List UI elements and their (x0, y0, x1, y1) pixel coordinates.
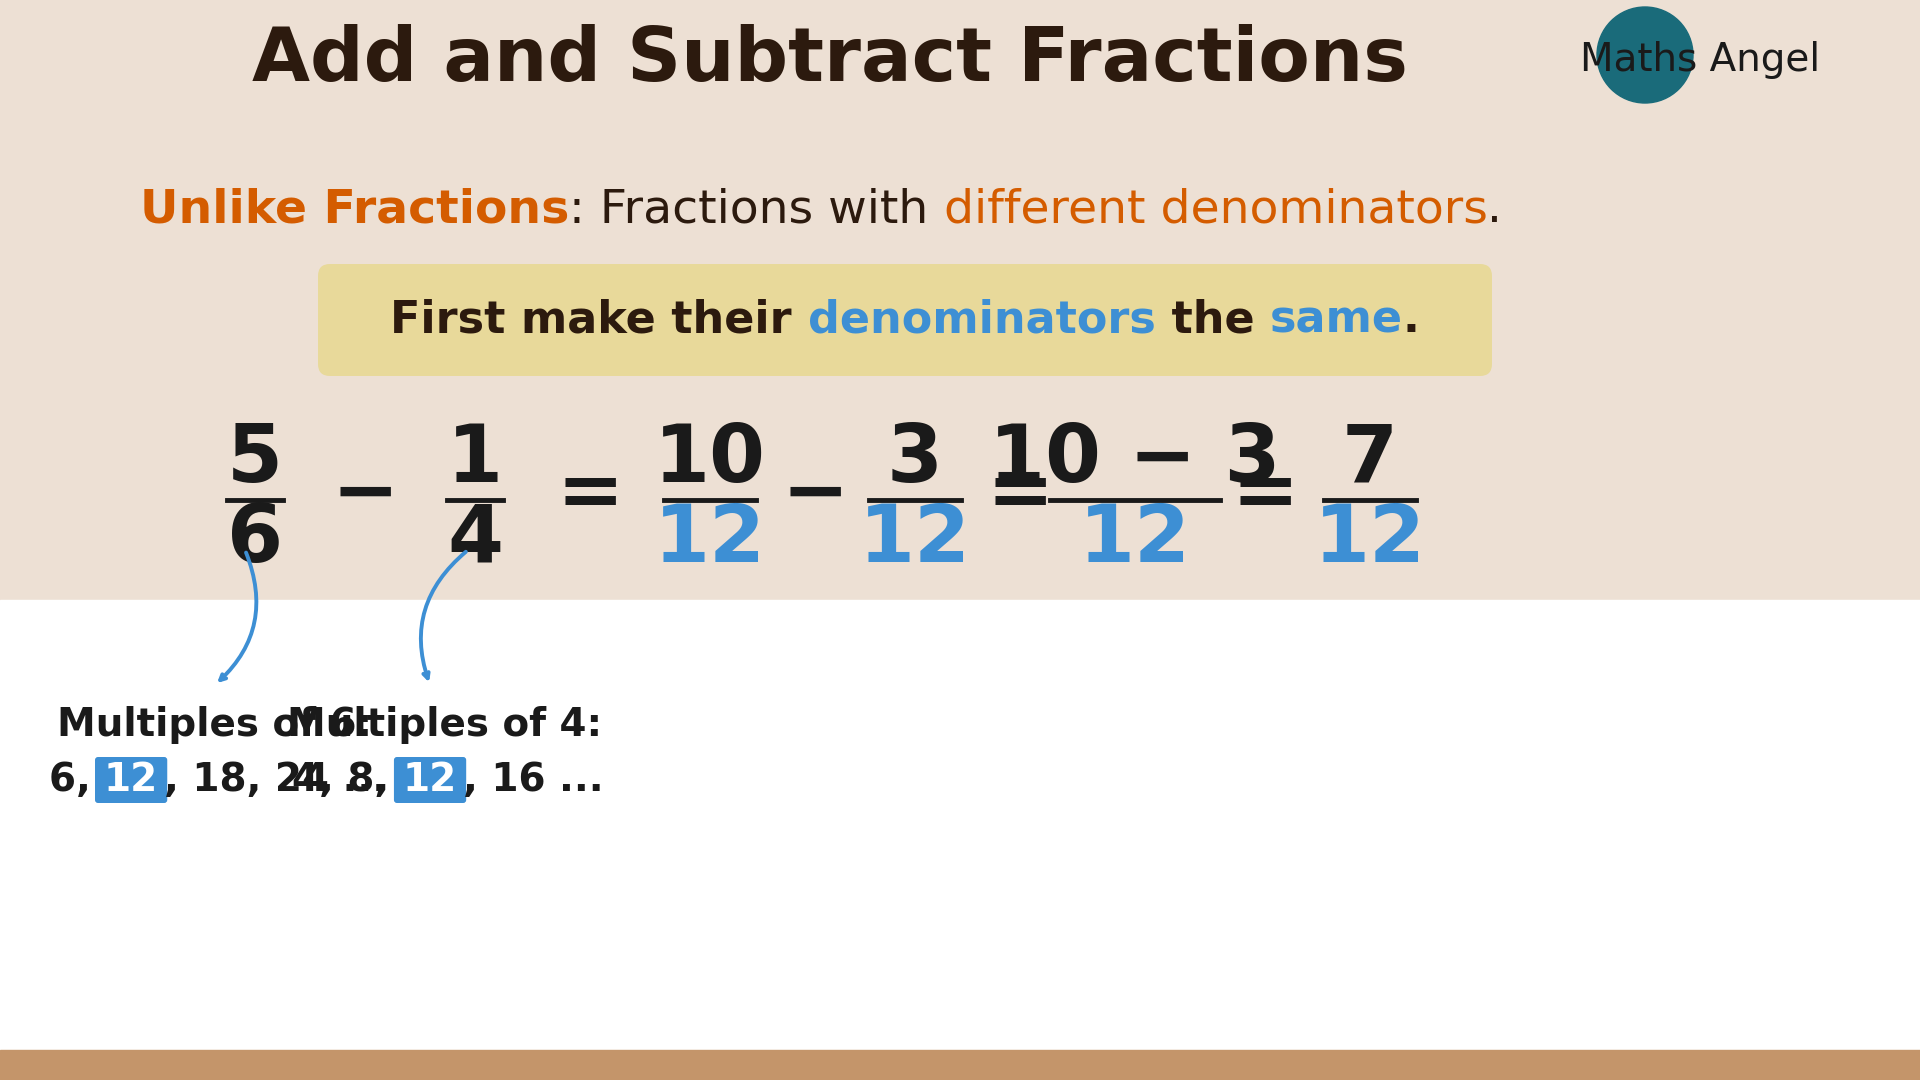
Text: denominators: denominators (808, 298, 1156, 341)
Text: 3: 3 (887, 421, 943, 499)
Text: −: − (332, 456, 399, 534)
Bar (0, 600, 1920, 1080)
Text: 12: 12 (104, 761, 157, 799)
Text: .: . (1488, 188, 1503, 232)
Bar (0, 1050, 1920, 1080)
Text: Add and Subtract Fractions: Add and Subtract Fractions (252, 24, 1407, 96)
Text: Multiples of 6:: Multiples of 6: (58, 706, 372, 744)
FancyBboxPatch shape (94, 757, 167, 804)
Text: 12: 12 (403, 761, 457, 799)
Text: 4: 4 (447, 501, 503, 579)
Text: 4, 8,: 4, 8, (292, 761, 403, 799)
Text: 6: 6 (227, 501, 282, 579)
FancyBboxPatch shape (319, 264, 1492, 376)
Text: .: . (1404, 298, 1419, 341)
Text: 6,: 6, (48, 761, 104, 799)
Text: the: the (1156, 298, 1269, 341)
Text: 10 − 3: 10 − 3 (989, 421, 1281, 499)
Text: 12: 12 (1079, 501, 1190, 579)
Text: Multiples of 4:: Multiples of 4: (288, 706, 603, 744)
Text: 12: 12 (858, 501, 972, 579)
Text: Unlike Fractions: Unlike Fractions (140, 188, 570, 232)
Text: 1: 1 (447, 421, 503, 499)
Text: =: = (987, 456, 1054, 534)
FancyBboxPatch shape (394, 757, 467, 804)
Text: 12: 12 (655, 501, 766, 579)
Text: =: = (557, 456, 624, 534)
Text: −: − (781, 456, 849, 534)
Text: 7: 7 (1342, 421, 1398, 499)
Text: , 16 ...: , 16 ... (463, 761, 603, 799)
Text: , 18, 24 ...: , 18, 24 ... (165, 761, 388, 799)
Text: same: same (1269, 298, 1404, 341)
Text: different denominators: different denominators (943, 188, 1488, 232)
Circle shape (1597, 6, 1693, 103)
Text: Maths Angel: Maths Angel (1580, 41, 1820, 79)
Text: 12: 12 (1313, 501, 1427, 579)
Text: 10: 10 (655, 421, 766, 499)
Text: =: = (1231, 456, 1298, 534)
Text: : Fractions with: : Fractions with (570, 188, 943, 232)
Text: First make their: First make their (390, 298, 808, 341)
Text: 5: 5 (227, 421, 282, 499)
